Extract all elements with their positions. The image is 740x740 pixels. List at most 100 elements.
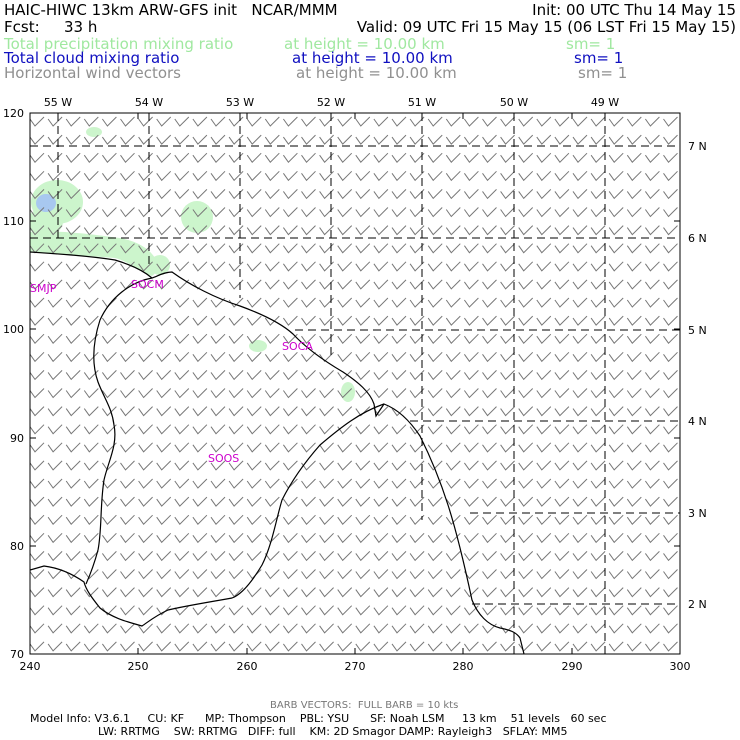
wind-barb xyxy=(47,170,63,182)
wind-barb xyxy=(301,225,316,236)
wind-barb xyxy=(138,261,153,272)
wind-barb xyxy=(572,442,588,453)
wind-barb xyxy=(554,496,570,507)
wind-barb xyxy=(355,152,371,163)
wind-barb xyxy=(65,406,81,417)
wind-barb xyxy=(101,569,117,580)
wind-barb xyxy=(590,116,606,127)
wind-barb xyxy=(644,134,660,145)
wind-barb xyxy=(355,170,371,182)
wind-barb xyxy=(536,152,552,163)
wind-barb xyxy=(409,333,425,344)
wind-barb xyxy=(65,297,81,308)
wind-barb xyxy=(138,243,153,254)
wind-barb xyxy=(282,170,298,182)
wind-barb xyxy=(409,279,425,290)
wind-barb xyxy=(482,442,497,453)
wind-barb xyxy=(120,551,135,562)
wind-barb xyxy=(409,351,425,363)
wind-barb xyxy=(373,388,389,399)
wind-barb xyxy=(138,333,153,344)
wind-barb xyxy=(409,243,425,254)
wind-barb xyxy=(65,134,81,145)
wind-barb xyxy=(174,189,190,200)
wind-barb xyxy=(409,442,425,453)
wind-barb xyxy=(319,623,334,634)
wind-barb xyxy=(30,532,45,544)
wind-barb xyxy=(138,496,153,507)
wind-barb xyxy=(264,189,280,200)
wind-barb xyxy=(120,514,135,525)
wind-barb xyxy=(626,605,642,616)
wind-barb xyxy=(282,569,298,580)
wind-barb xyxy=(445,279,461,290)
wind-barb xyxy=(427,116,443,127)
wind-barb xyxy=(138,116,153,127)
wind-barb xyxy=(264,641,280,652)
wind-barb xyxy=(301,351,316,363)
wind-barb xyxy=(337,152,353,163)
wind-barb xyxy=(500,225,515,236)
wind-barb xyxy=(644,189,660,200)
wind-barb xyxy=(101,370,117,381)
wind-barb xyxy=(192,225,208,236)
wind-barb xyxy=(30,641,45,652)
wind-barb xyxy=(210,406,226,417)
wind-barb xyxy=(264,514,280,525)
wind-barb xyxy=(30,189,45,200)
wind-barb xyxy=(445,370,461,381)
wind-barb xyxy=(282,442,298,453)
wind-barb xyxy=(391,261,407,272)
wind-barb xyxy=(391,297,407,308)
wind-barb xyxy=(409,297,425,308)
wind-barb xyxy=(30,225,45,236)
wind-barb xyxy=(337,569,353,580)
wind-barb xyxy=(608,225,624,236)
wind-barb xyxy=(138,460,153,471)
wind-barb xyxy=(174,370,190,381)
wind-barb xyxy=(373,315,389,326)
wind-barb xyxy=(482,207,497,218)
wind-barb xyxy=(301,388,316,399)
lat-labels: 7 N 6 N 5 N 4 N 3 N 2 N xyxy=(688,140,707,611)
wind-barb xyxy=(264,297,280,308)
wind-barb xyxy=(626,116,642,127)
wind-barb xyxy=(500,605,515,616)
wind-barb xyxy=(138,152,153,163)
wind-barb xyxy=(536,460,552,471)
wind-barb xyxy=(445,243,461,254)
wind-barb xyxy=(590,297,606,308)
wind-barb xyxy=(246,297,262,308)
wind-barb xyxy=(644,406,660,417)
wind-barb xyxy=(210,189,226,200)
wind-barb xyxy=(282,514,298,525)
wind-barb xyxy=(355,315,371,326)
wind-barb xyxy=(228,514,244,525)
wind-barb xyxy=(663,551,678,562)
wind-barb xyxy=(427,297,443,308)
wind-barb xyxy=(319,170,334,182)
wind-barb xyxy=(500,315,515,326)
wind-barb xyxy=(282,424,298,435)
wind-barb xyxy=(391,170,407,182)
wind-barb xyxy=(644,514,660,525)
wind-barb xyxy=(210,424,226,435)
wind-barb xyxy=(156,134,172,145)
wind-barb xyxy=(83,388,99,399)
wind-barb xyxy=(644,460,660,471)
wind-barb xyxy=(608,152,624,163)
wind-barb xyxy=(355,333,371,344)
wind-barb xyxy=(482,641,497,652)
wind-barb xyxy=(246,496,262,507)
wind-barb xyxy=(391,207,407,218)
wind-barb xyxy=(500,587,515,598)
wind-barb xyxy=(644,605,660,616)
wind-barb xyxy=(319,551,334,562)
wind-barb xyxy=(319,261,334,272)
wind-barb xyxy=(83,478,99,489)
wind-barb xyxy=(228,243,244,254)
wind-barb xyxy=(482,297,497,308)
wind-barb xyxy=(282,333,298,344)
wind-barb xyxy=(554,152,570,163)
wind-barb xyxy=(409,116,425,127)
